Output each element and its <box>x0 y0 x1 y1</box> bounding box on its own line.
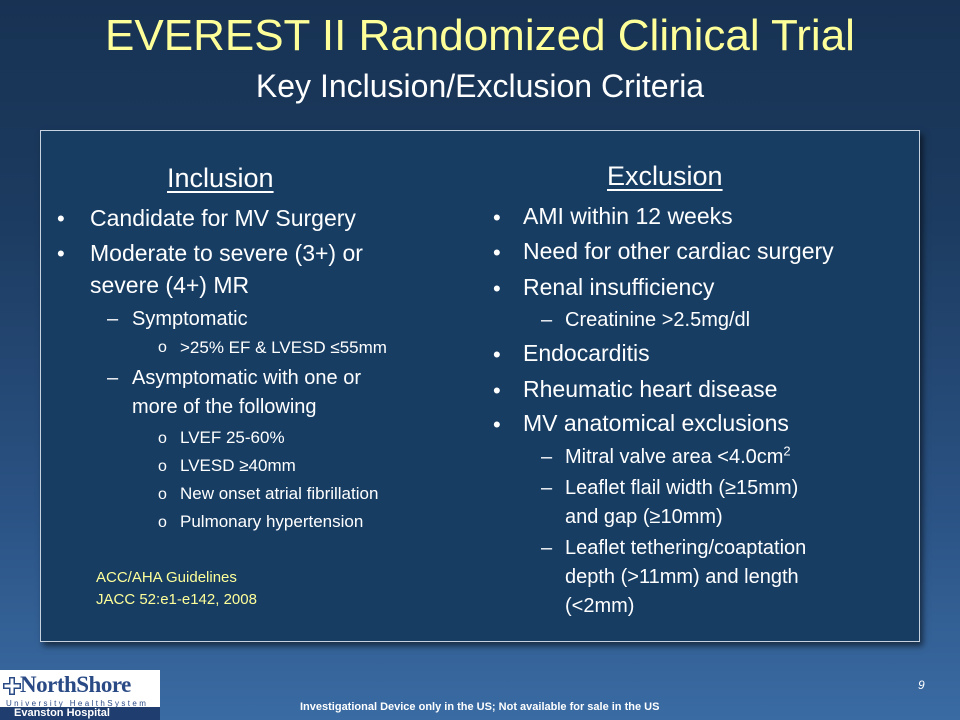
exclusion-item: Need for other cardiac surgery <box>523 238 834 264</box>
exclusion-tethering: depth (>11mm) and length <box>565 566 799 588</box>
exclusion-tethering: Leaflet tethering/coaptation <box>565 537 807 559</box>
inclusion-symptomatic-sub: >25% EF & LVESD ≤55mm <box>180 338 387 357</box>
circle-bullet-icon: o <box>158 486 167 503</box>
inclusion-asymptomatic: Asymptomatic with one or <box>132 367 361 389</box>
dash-icon: – <box>541 477 553 499</box>
exclusion-item: Rheumatic heart disease <box>523 376 778 402</box>
exclusion-item: Endocarditis <box>523 340 650 366</box>
criteria-panel: Inclusion • Candidate for MV Surgery • M… <box>40 130 920 642</box>
exclusion-mva: Mitral valve area <4.0cm2 <box>565 443 791 469</box>
logo-name: NorthShore <box>20 672 131 697</box>
inclusion-item: Moderate to severe (3+) or <box>90 240 363 266</box>
page-number: 9 <box>918 678 925 692</box>
slide-title: EVEREST II Randomized Clinical Trial <box>105 11 855 60</box>
slide-subtitle: Key Inclusion/Exclusion Criteria <box>255 68 705 104</box>
dash-icon: – <box>541 309 553 331</box>
dash-icon: – <box>107 308 119 330</box>
bullet-icon: • <box>493 412 501 437</box>
cross-icon <box>3 677 21 695</box>
circle-bullet-icon: o <box>158 430 167 447</box>
circle-bullet-icon: o <box>158 339 167 356</box>
inclusion-asymptomatic-sub: LVEF 25-60% <box>180 428 285 447</box>
inclusion-item: severe (4+) MR <box>90 272 250 298</box>
dash-icon: – <box>541 537 553 559</box>
inclusion-symptomatic: Symptomatic <box>132 308 248 330</box>
inclusion-asymptomatic-sub: Pulmonary hypertension <box>180 512 364 531</box>
exclusion-mva-text: Mitral valve area <4.0cm <box>565 446 784 468</box>
circle-bullet-icon: o <box>158 458 167 475</box>
exclusion-heading: Exclusion <box>607 161 723 191</box>
bullet-icon: • <box>493 378 501 403</box>
bullet-icon: • <box>493 205 501 230</box>
northshore-logo: NorthShore University HealthSystem Evans… <box>0 670 160 720</box>
exclusion-item: MV anatomical exclusions <box>523 410 789 436</box>
exclusion-item: Renal insufficiency <box>523 274 715 300</box>
dash-icon: – <box>541 446 553 468</box>
footnote: Investigational Device only in the US; N… <box>300 701 660 713</box>
exclusion-mva-sup: 2 <box>783 443 791 459</box>
bullet-icon: • <box>57 206 65 231</box>
circle-bullet-icon: o <box>158 514 167 531</box>
inclusion-asymptomatic: more of the following <box>132 396 317 418</box>
bullet-icon: • <box>493 240 501 265</box>
exclusion-item: AMI within 12 weeks <box>523 203 733 229</box>
logo-bar <box>0 707 160 720</box>
guidelines-citation: ACC/AHA Guidelines <box>96 569 237 586</box>
exclusion-tethering: (<2mm) <box>565 595 635 617</box>
dash-icon: – <box>107 367 119 389</box>
bullet-icon: • <box>493 276 501 301</box>
logo-system: University HealthSystem <box>6 699 149 708</box>
bullet-icon: • <box>57 241 65 266</box>
inclusion-item: Candidate for MV Surgery <box>90 205 356 231</box>
logo-hospital: Evanston Hospital <box>14 707 110 719</box>
inclusion-heading: Inclusion <box>167 163 274 193</box>
inclusion-asymptomatic-sub: New onset atrial fibrillation <box>180 484 379 503</box>
bullet-icon: • <box>493 342 501 367</box>
exclusion-flail: and gap (≥10mm) <box>565 506 723 528</box>
exclusion-renal-sub: Creatinine >2.5mg/dl <box>565 309 751 331</box>
exclusion-flail: Leaflet flail width (≥15mm) <box>565 477 799 499</box>
inclusion-asymptomatic-sub: LVESD ≥40mm <box>180 456 296 475</box>
guidelines-citation: JACC 52:e1-e142, 2008 <box>96 591 257 608</box>
